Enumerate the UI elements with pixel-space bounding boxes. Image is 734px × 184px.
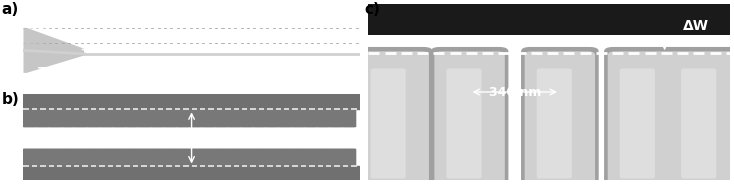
FancyBboxPatch shape [48,148,62,167]
FancyBboxPatch shape [73,109,88,127]
Bar [23,94,360,109]
FancyBboxPatch shape [87,148,101,167]
FancyBboxPatch shape [201,148,216,167]
FancyBboxPatch shape [435,51,505,184]
FancyBboxPatch shape [371,68,406,178]
FancyBboxPatch shape [23,109,37,127]
FancyBboxPatch shape [537,68,572,178]
FancyBboxPatch shape [681,68,716,178]
FancyBboxPatch shape [278,109,292,127]
FancyBboxPatch shape [35,148,50,167]
FancyBboxPatch shape [125,109,139,127]
FancyBboxPatch shape [61,109,76,127]
FancyBboxPatch shape [265,148,280,167]
FancyBboxPatch shape [150,109,164,127]
FancyBboxPatch shape [125,148,139,167]
Text: Transition: Transition [37,66,103,79]
FancyBboxPatch shape [175,148,190,167]
FancyBboxPatch shape [163,148,178,167]
FancyBboxPatch shape [163,109,178,127]
FancyBboxPatch shape [329,109,344,127]
FancyBboxPatch shape [137,109,152,127]
FancyBboxPatch shape [227,109,241,127]
FancyBboxPatch shape [521,47,599,184]
FancyBboxPatch shape [304,148,318,167]
FancyBboxPatch shape [278,148,292,167]
FancyBboxPatch shape [355,47,432,184]
FancyBboxPatch shape [87,109,101,127]
FancyBboxPatch shape [99,148,114,167]
FancyBboxPatch shape [227,148,241,167]
FancyBboxPatch shape [666,47,734,184]
FancyBboxPatch shape [252,109,267,127]
FancyBboxPatch shape [316,109,331,127]
FancyBboxPatch shape [73,148,88,167]
FancyBboxPatch shape [316,148,331,167]
FancyBboxPatch shape [189,109,203,127]
FancyBboxPatch shape [669,51,734,184]
FancyBboxPatch shape [252,148,267,167]
FancyBboxPatch shape [304,109,318,127]
FancyBboxPatch shape [291,109,305,127]
FancyBboxPatch shape [35,109,50,127]
Text: 340 nm: 340 nm [489,86,541,98]
FancyBboxPatch shape [61,148,76,167]
FancyBboxPatch shape [358,51,429,184]
FancyBboxPatch shape [329,148,344,167]
FancyBboxPatch shape [342,148,356,167]
FancyBboxPatch shape [201,109,216,127]
FancyBboxPatch shape [342,109,356,127]
Polygon shape [23,28,84,73]
FancyBboxPatch shape [175,109,190,127]
Text: ΔW: ΔW [683,19,708,33]
FancyBboxPatch shape [239,148,254,167]
FancyBboxPatch shape [48,109,62,127]
FancyBboxPatch shape [137,148,152,167]
FancyBboxPatch shape [189,148,203,167]
Text: c): c) [364,2,380,17]
FancyBboxPatch shape [239,109,254,127]
FancyBboxPatch shape [214,109,228,127]
Text: Filter: Filter [181,66,216,79]
Bar [368,4,730,36]
Text: 615 nm: 615 nm [209,131,261,144]
FancyBboxPatch shape [214,148,228,167]
FancyBboxPatch shape [431,47,509,184]
FancyBboxPatch shape [446,68,482,178]
FancyBboxPatch shape [99,109,114,127]
FancyBboxPatch shape [619,68,655,178]
Text: b): b) [1,92,19,107]
FancyBboxPatch shape [265,109,280,127]
FancyBboxPatch shape [150,148,164,167]
FancyBboxPatch shape [291,148,305,167]
Bar [23,167,360,180]
FancyBboxPatch shape [604,47,682,184]
FancyBboxPatch shape [525,51,595,184]
FancyBboxPatch shape [112,109,126,127]
FancyBboxPatch shape [608,51,678,184]
FancyBboxPatch shape [23,148,37,167]
FancyBboxPatch shape [112,148,126,167]
Text: a): a) [1,2,19,17]
